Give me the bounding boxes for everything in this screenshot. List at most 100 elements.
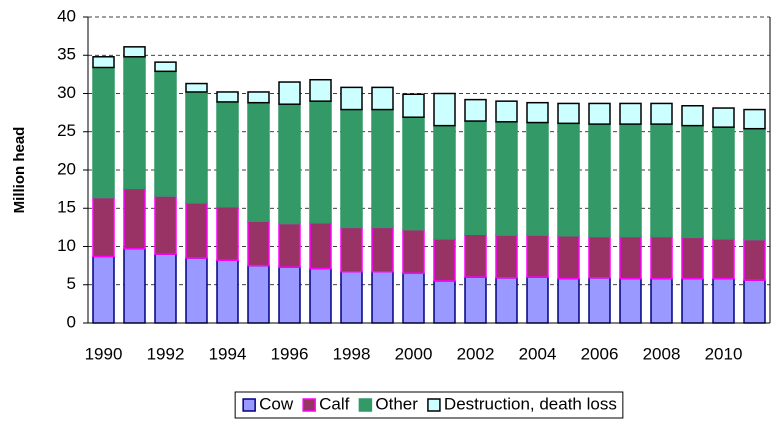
y-axis-title: Million head	[11, 127, 28, 214]
bar-segment	[123, 56, 146, 190]
bar-segment	[402, 93, 425, 118]
bar-segment	[526, 121, 549, 236]
bar-segment	[526, 276, 549, 324]
bar-segment	[247, 101, 270, 223]
bar-segment	[681, 277, 704, 324]
bar-segment	[402, 272, 425, 324]
bar-segment	[743, 238, 766, 281]
bar-segment	[464, 120, 487, 236]
legend-swatch	[302, 398, 316, 412]
bar-segment	[557, 235, 580, 280]
y-tick-label: 0	[67, 312, 76, 331]
bar-segment	[743, 279, 766, 324]
x-tick-label: 2004	[519, 344, 557, 363]
bar-segment	[92, 255, 115, 324]
bar-segment	[712, 277, 735, 324]
y-tick-label: 20	[57, 159, 76, 178]
bar-segment	[309, 267, 332, 324]
bar-segment	[309, 100, 332, 224]
x-tick-label: 1994	[209, 344, 247, 363]
bar-segment	[185, 82, 208, 93]
bar-segment	[464, 233, 487, 278]
bar-segment	[619, 102, 642, 125]
bar-segment	[247, 220, 270, 267]
bar-segment	[433, 238, 456, 282]
bar-segment	[464, 276, 487, 324]
x-tick-label: 1990	[85, 344, 123, 363]
bar-segment	[402, 116, 425, 231]
bar-segment	[309, 222, 332, 270]
y-tick-label: 10	[57, 236, 76, 255]
bar-segment	[92, 196, 115, 258]
bar-segment	[154, 61, 177, 73]
bar-segment	[588, 277, 611, 324]
bar-segment	[123, 46, 146, 58]
y-tick-label: 15	[57, 198, 76, 217]
bar-segment	[371, 108, 394, 229]
x-tick-label: 2010	[705, 344, 743, 363]
bar-segment	[650, 123, 673, 238]
bar-segment	[495, 121, 518, 236]
bar-segment	[216, 205, 239, 262]
bar-segment	[154, 195, 177, 255]
bar-segment	[712, 126, 735, 240]
bar-segment	[92, 56, 115, 69]
bar-segment	[588, 123, 611, 238]
legend-swatch	[427, 398, 441, 412]
bar-segment	[402, 228, 425, 275]
bar-segment	[247, 91, 270, 104]
bar-segment	[216, 259, 239, 324]
bar-segment	[371, 226, 394, 273]
bar-segment	[371, 86, 394, 111]
bar-segment	[650, 235, 673, 280]
bar-segment	[278, 222, 301, 268]
bar-segment	[743, 127, 766, 241]
bar-segment	[340, 226, 363, 273]
bar-segment	[154, 70, 177, 197]
legend-label: Destruction, death loss	[444, 394, 617, 413]
legend-swatch	[242, 398, 256, 412]
y-tick-label: 35	[57, 45, 76, 64]
y-tick-label: 25	[57, 121, 76, 140]
x-tick-label: 2000	[395, 344, 433, 363]
bar-segment	[557, 277, 580, 324]
bar-segment	[433, 92, 456, 127]
y-tick-label: 30	[57, 83, 76, 102]
x-tick-label: 1992	[147, 344, 185, 363]
bar-segment	[278, 81, 301, 105]
legend-swatch	[358, 398, 373, 412]
bar-segment	[650, 102, 673, 125]
bar-segment	[619, 235, 642, 280]
bar-segment	[712, 107, 735, 128]
bar-segment	[526, 101, 549, 124]
bar-segment	[340, 86, 363, 111]
bar-segment	[712, 238, 735, 280]
bar-segment	[340, 270, 363, 324]
bar-segment	[216, 101, 239, 208]
bar-segment	[681, 124, 704, 239]
y-tick-label: 5	[67, 274, 76, 293]
x-tick-label: 1996	[271, 344, 309, 363]
bar-segment	[743, 108, 766, 130]
bar-segment	[185, 91, 208, 204]
bar-segment	[278, 103, 301, 225]
bar-segment	[619, 277, 642, 324]
bar-segment	[185, 257, 208, 324]
x-tick-label: 2006	[581, 344, 619, 363]
bar-segment	[247, 264, 270, 324]
x-tick-label: 2008	[643, 344, 681, 363]
bar-segment	[557, 102, 580, 125]
bar-segment	[433, 280, 456, 324]
y-tick-label: 40	[57, 6, 76, 25]
bar-segment	[681, 104, 704, 127]
bar-segment	[588, 102, 611, 125]
bar-segment	[309, 78, 332, 102]
legend-label: Cow	[259, 394, 294, 413]
bar-segment	[681, 236, 704, 280]
bar-segment	[495, 234, 518, 279]
bar-segment	[340, 108, 363, 229]
legend-label: Calf	[319, 394, 350, 413]
bar-segment	[588, 235, 611, 279]
bar-segment	[92, 66, 115, 199]
